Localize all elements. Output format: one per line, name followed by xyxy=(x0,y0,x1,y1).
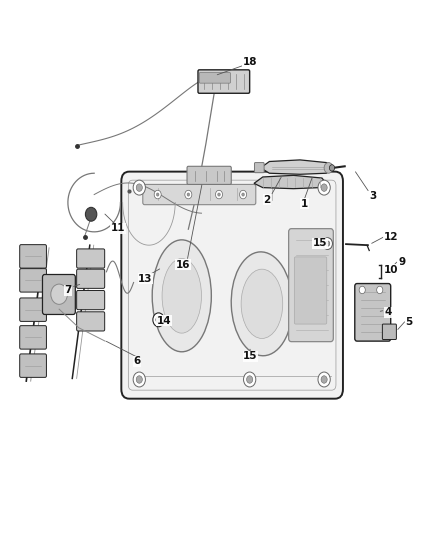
Ellipse shape xyxy=(241,269,283,338)
FancyBboxPatch shape xyxy=(198,70,250,93)
Text: 1: 1 xyxy=(301,199,308,208)
Circle shape xyxy=(321,376,327,383)
Circle shape xyxy=(377,286,383,294)
FancyBboxPatch shape xyxy=(121,172,343,399)
Circle shape xyxy=(324,163,333,173)
Circle shape xyxy=(242,193,244,196)
FancyBboxPatch shape xyxy=(187,166,231,184)
Circle shape xyxy=(133,372,145,387)
Circle shape xyxy=(325,241,330,246)
Circle shape xyxy=(156,193,159,196)
Circle shape xyxy=(359,286,365,294)
Text: 14: 14 xyxy=(157,316,172,326)
Circle shape xyxy=(187,193,190,196)
Text: 10: 10 xyxy=(383,265,398,274)
Circle shape xyxy=(329,165,335,171)
Ellipse shape xyxy=(152,240,211,352)
Text: 16: 16 xyxy=(176,260,191,270)
FancyBboxPatch shape xyxy=(289,229,333,342)
FancyBboxPatch shape xyxy=(20,269,46,292)
Text: 7: 7 xyxy=(64,286,71,295)
Circle shape xyxy=(185,190,192,199)
FancyBboxPatch shape xyxy=(355,284,391,341)
Circle shape xyxy=(136,376,142,383)
Circle shape xyxy=(323,238,332,249)
Text: 15: 15 xyxy=(243,351,258,361)
Ellipse shape xyxy=(162,259,201,333)
FancyBboxPatch shape xyxy=(20,354,46,377)
FancyBboxPatch shape xyxy=(254,163,264,173)
Text: 13: 13 xyxy=(138,274,153,284)
FancyBboxPatch shape xyxy=(20,298,46,321)
Circle shape xyxy=(153,313,164,327)
Circle shape xyxy=(85,207,97,221)
Circle shape xyxy=(244,372,256,387)
Circle shape xyxy=(133,180,145,195)
FancyBboxPatch shape xyxy=(143,184,256,205)
Circle shape xyxy=(154,190,161,199)
Text: 9: 9 xyxy=(399,257,406,267)
Circle shape xyxy=(218,193,220,196)
Circle shape xyxy=(156,317,161,323)
Ellipse shape xyxy=(51,284,67,304)
Text: 4: 4 xyxy=(385,308,392,317)
FancyBboxPatch shape xyxy=(20,326,46,349)
Circle shape xyxy=(136,184,142,191)
Polygon shape xyxy=(254,175,326,189)
FancyBboxPatch shape xyxy=(77,249,105,268)
FancyBboxPatch shape xyxy=(77,290,105,310)
FancyBboxPatch shape xyxy=(20,245,46,268)
Text: 2: 2 xyxy=(264,195,271,205)
FancyBboxPatch shape xyxy=(294,257,327,324)
Circle shape xyxy=(240,190,247,199)
FancyBboxPatch shape xyxy=(77,269,105,288)
Circle shape xyxy=(215,190,223,199)
Text: 6: 6 xyxy=(133,357,140,366)
FancyBboxPatch shape xyxy=(77,312,105,331)
FancyBboxPatch shape xyxy=(42,274,75,314)
Text: 11: 11 xyxy=(111,223,126,233)
Ellipse shape xyxy=(231,252,293,356)
Text: 18: 18 xyxy=(242,57,257,67)
Circle shape xyxy=(318,372,330,387)
Circle shape xyxy=(318,180,330,195)
Text: 3: 3 xyxy=(370,191,377,201)
FancyBboxPatch shape xyxy=(199,72,230,83)
Text: 15: 15 xyxy=(312,238,327,248)
FancyBboxPatch shape xyxy=(382,324,396,340)
Text: 5: 5 xyxy=(406,317,413,327)
Circle shape xyxy=(321,184,327,191)
Polygon shape xyxy=(261,160,334,174)
Text: 12: 12 xyxy=(383,232,398,242)
Circle shape xyxy=(247,376,253,383)
